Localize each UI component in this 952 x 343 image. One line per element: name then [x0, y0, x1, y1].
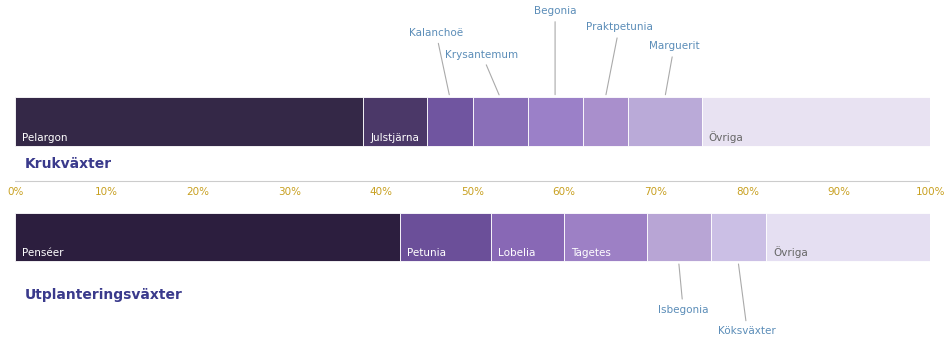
Text: Krysantemum: Krysantemum — [446, 49, 519, 95]
Text: Övriga: Övriga — [773, 246, 807, 258]
Bar — [473, 97, 527, 146]
Bar — [765, 213, 930, 261]
Text: Begonia: Begonia — [534, 6, 576, 95]
Text: Köksväxter: Köksväxter — [719, 264, 776, 336]
Text: Utplanteringsväxter: Utplanteringsväxter — [25, 288, 182, 302]
Text: Övriga: Övriga — [709, 131, 744, 143]
Bar — [702, 97, 930, 146]
Text: Penséer: Penséer — [23, 248, 64, 258]
Text: 0%: 0% — [7, 187, 23, 197]
Text: 30%: 30% — [278, 187, 301, 197]
Bar — [628, 97, 702, 146]
Text: Petunia: Petunia — [407, 248, 446, 258]
Bar — [400, 213, 491, 261]
Text: 10%: 10% — [95, 187, 118, 197]
Text: 70%: 70% — [645, 187, 667, 197]
Text: 40%: 40% — [369, 187, 393, 197]
Text: Praktpetunia: Praktpetunia — [585, 22, 652, 95]
Text: 60%: 60% — [553, 187, 576, 197]
Bar — [426, 97, 473, 146]
Bar — [363, 97, 426, 146]
Text: Isbegonia: Isbegonia — [658, 264, 708, 315]
Text: Kalanchoë: Kalanchoë — [409, 28, 464, 95]
Bar — [710, 213, 765, 261]
Bar — [646, 213, 710, 261]
Text: 80%: 80% — [736, 187, 759, 197]
Text: 50%: 50% — [461, 187, 485, 197]
Bar — [491, 213, 565, 261]
Bar — [565, 213, 646, 261]
Text: 90%: 90% — [827, 187, 850, 197]
Bar — [15, 97, 363, 146]
Text: Tagetes: Tagetes — [571, 248, 611, 258]
Text: Julstjärna: Julstjärna — [370, 133, 419, 143]
Bar — [15, 213, 400, 261]
Text: 100%: 100% — [916, 187, 945, 197]
Bar — [527, 97, 583, 146]
Text: Lobelia: Lobelia — [498, 248, 536, 258]
Bar — [583, 97, 628, 146]
Text: Marguerit: Marguerit — [648, 42, 700, 95]
Text: Krukväxter: Krukväxter — [25, 157, 111, 171]
Text: 20%: 20% — [187, 187, 209, 197]
Text: Pelargon: Pelargon — [23, 133, 68, 143]
